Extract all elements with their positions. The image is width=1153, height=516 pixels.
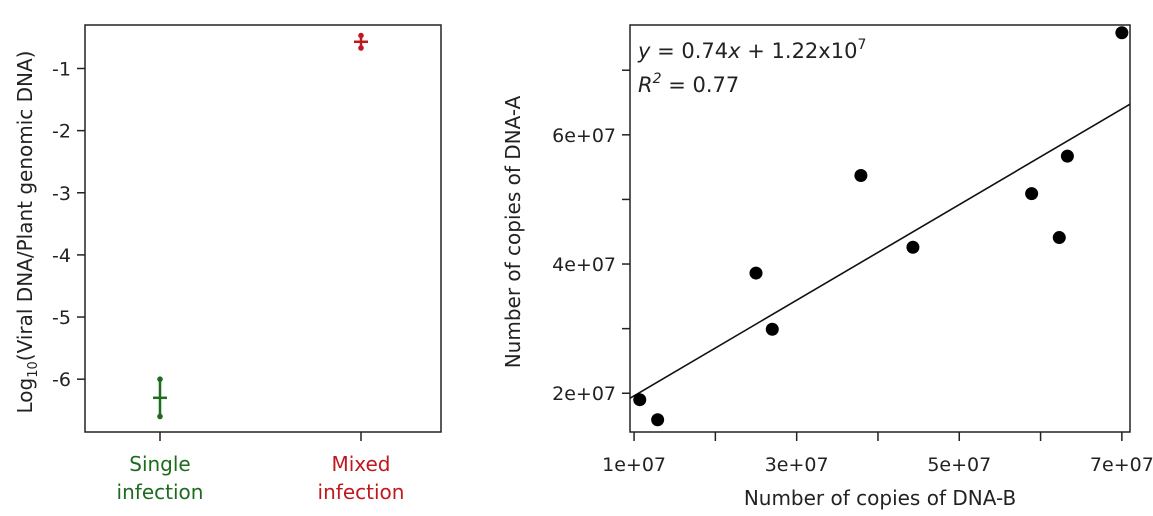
data-point <box>1060 149 1074 163</box>
right-chart: 2e+07 4e+07 6e+07 1e+07 3e+07 5e+07 7e+07 y =… <box>501 24 1153 510</box>
right-x-tick-label: 3e+07 <box>765 454 829 476</box>
left-y-tick-label: -3 <box>52 183 71 205</box>
data-point <box>906 240 920 254</box>
left-y-tick-label: -6 <box>52 369 71 391</box>
data-point <box>765 322 779 336</box>
left-plot-frame <box>84 24 442 433</box>
right-x-axis-ticks: 1e+07 3e+07 5e+07 7e+07 <box>602 432 1153 476</box>
right-x-tick-label: 1e+07 <box>602 454 666 476</box>
left-y-tick-label: -4 <box>52 245 71 267</box>
error-bar-cap <box>157 376 163 382</box>
left-y-axis-ticks: -1 -2 -3 -4 -5 -6 <box>52 58 85 391</box>
regression-line <box>629 103 1131 399</box>
right-y-tick-label: 4e+07 <box>552 254 616 276</box>
left-category-label: Single infection <box>117 452 204 504</box>
right-x-tick-label: 7e+07 <box>1090 454 1153 476</box>
left-y-tick-label: -1 <box>52 58 71 80</box>
left-data-points <box>153 32 368 420</box>
data-point <box>633 393 647 407</box>
right-y-tick-label: 6e+07 <box>552 125 616 147</box>
left-y-axis-label: Log10(Viral DNA/Plant genomic DNA) <box>13 51 41 414</box>
left-chart: -1 -2 -3 -4 -5 -6 Single infection Mixed infecti… <box>13 24 442 504</box>
data-point <box>1025 187 1039 201</box>
left-y-tick-label: -5 <box>52 307 71 329</box>
right-y-tick-label: 2e+07 <box>552 383 616 405</box>
left-y-tick-label: -2 <box>52 121 71 143</box>
regression-equation: y = 0.74x + 1.22x107 <box>637 37 866 63</box>
right-data-points <box>633 26 1129 427</box>
data-point <box>1115 26 1129 40</box>
data-point <box>854 169 868 183</box>
left-category-label: Mixed infection <box>318 452 405 504</box>
right-y-axis-label: Number of copies of DNA-A <box>501 95 525 368</box>
left-x-axis-categories: Single infection Mixed infection <box>117 432 405 504</box>
right-plot-frame <box>629 24 1131 433</box>
r-squared-label: R2 = 0.77 <box>638 71 739 97</box>
data-point <box>1052 231 1066 245</box>
data-point <box>749 266 763 280</box>
right-y-axis-ticks: 2e+07 4e+07 6e+07 <box>552 69 630 405</box>
error-bar-cap <box>358 45 364 51</box>
right-x-axis-label: Number of copies of DNA-B <box>744 486 1016 510</box>
error-bar-cap <box>358 32 364 39</box>
error-bar-cap <box>157 413 163 420</box>
data-point <box>651 413 665 427</box>
right-x-tick-label: 5e+07 <box>927 454 991 476</box>
